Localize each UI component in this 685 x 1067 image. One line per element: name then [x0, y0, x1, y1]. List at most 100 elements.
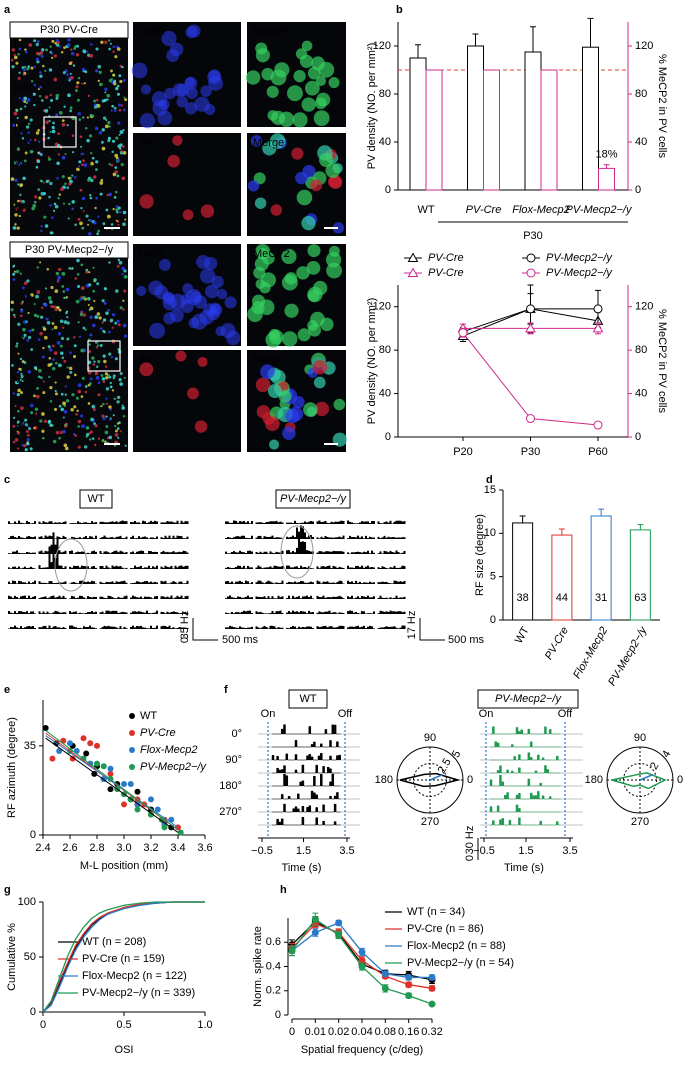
- cell: [111, 326, 114, 329]
- cell: [115, 208, 119, 212]
- cell: [90, 161, 94, 166]
- cell: [63, 410, 68, 414]
- cell: [311, 56, 325, 71]
- cell: [79, 312, 84, 317]
- cell: [97, 437, 101, 440]
- psth: [347, 595, 375, 599]
- psth: [99, 535, 128, 539]
- cell: [41, 48, 45, 52]
- trace: [272, 803, 341, 813]
- cell: [84, 385, 88, 388]
- cell: [78, 165, 81, 168]
- bar: [524, 51, 542, 191]
- marker: [405, 992, 413, 1000]
- cell: [74, 45, 77, 48]
- cell: [121, 150, 124, 153]
- cell: [45, 179, 49, 184]
- panel-letter: h: [280, 884, 287, 896]
- cell: [116, 400, 120, 404]
- psth: [130, 565, 158, 569]
- cell: [84, 70, 88, 74]
- psth: [99, 610, 128, 614]
- tick-label: 3.5: [339, 845, 354, 857]
- cell: [286, 85, 303, 102]
- cell: [163, 291, 174, 303]
- cell: [19, 184, 23, 188]
- psth: [347, 610, 375, 614]
- psth: [225, 520, 253, 524]
- cell: [262, 141, 277, 156]
- group-box: [288, 689, 328, 709]
- marker-label: Off: [338, 708, 353, 720]
- cell: [88, 438, 92, 441]
- marker-label: On: [261, 708, 276, 720]
- psth: [160, 580, 189, 584]
- cell: [100, 405, 103, 408]
- ring-label: 2: [648, 760, 661, 771]
- bar: [409, 57, 427, 191]
- preferred-direction: [639, 773, 654, 781]
- cell: [295, 48, 308, 60]
- cell: [19, 199, 22, 203]
- cell: [87, 178, 91, 182]
- cell: [116, 92, 121, 96]
- marker: [525, 322, 536, 333]
- cell: [118, 260, 123, 265]
- cell: [255, 42, 268, 55]
- cell: [55, 96, 59, 100]
- cell: [54, 307, 58, 312]
- cell: [96, 344, 100, 347]
- cell: [60, 336, 65, 341]
- cell: [98, 70, 102, 74]
- psth: [316, 535, 345, 539]
- cell: [18, 367, 22, 371]
- cell: [68, 61, 73, 66]
- cell: [28, 43, 33, 47]
- cell: [114, 190, 118, 194]
- cell: [49, 50, 53, 54]
- legend-label: PV-Cre: [140, 727, 176, 739]
- cell: [261, 67, 275, 81]
- cell: [98, 131, 103, 135]
- cell: [24, 295, 27, 298]
- cell: [61, 175, 65, 179]
- cell: [49, 231, 53, 235]
- cell: [60, 51, 64, 54]
- bar: [467, 45, 484, 191]
- psth: [255, 565, 284, 569]
- polar-angle-label: 0: [467, 774, 473, 786]
- trace: [272, 773, 341, 787]
- cell: [281, 274, 298, 291]
- cell: [47, 419, 52, 424]
- bar: [590, 515, 612, 621]
- cell: [122, 108, 126, 112]
- cell: [12, 424, 16, 428]
- cell: [117, 258, 121, 262]
- cell: [109, 381, 112, 385]
- cell: [16, 425, 19, 428]
- layer-label: I: [14, 262, 17, 274]
- cell: [13, 203, 17, 206]
- cell: [312, 360, 328, 375]
- cell: [54, 289, 59, 293]
- point: [107, 765, 114, 772]
- psth: [38, 625, 67, 629]
- cell: [45, 120, 49, 124]
- cell: [164, 87, 176, 100]
- cell: [26, 438, 31, 442]
- cell: [111, 150, 114, 154]
- trace: [490, 765, 561, 774]
- cell: [63, 105, 66, 108]
- cell: [13, 315, 17, 319]
- cell: [68, 182, 72, 186]
- cell: [33, 65, 36, 69]
- cell: [47, 345, 51, 349]
- cell: [88, 432, 92, 435]
- psth: [286, 525, 314, 539]
- cell: [116, 264, 120, 268]
- cell: [111, 313, 116, 317]
- trace: [489, 774, 561, 787]
- channel-label: DAPI: [139, 26, 165, 38]
- cell: [61, 356, 65, 360]
- cell: [94, 126, 99, 131]
